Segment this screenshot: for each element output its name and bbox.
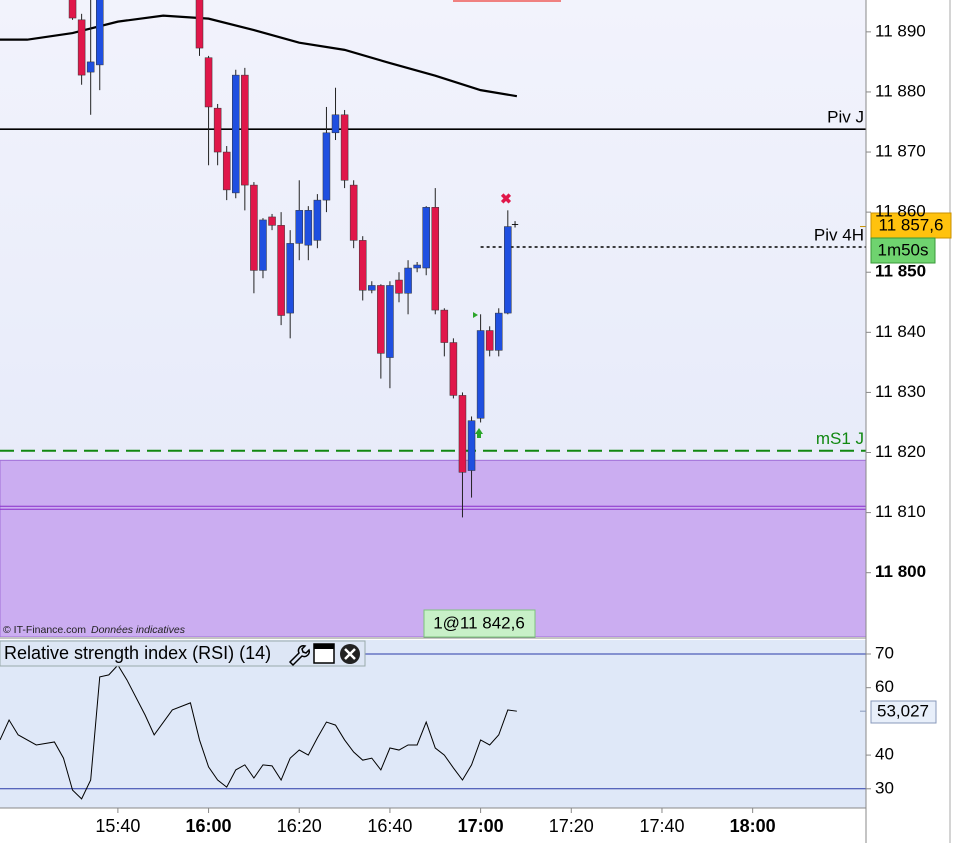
y-tick-label: 11 810 [875,502,926,521]
candle-body [377,285,385,354]
candle-body [86,61,95,73]
candle-body [467,420,476,471]
candle-body [358,240,367,291]
candle-body [232,74,240,194]
candle-body [277,225,285,316]
y-tick-label: 60 [875,677,894,696]
rsi-last-value: 53,027 [877,701,929,720]
candle-body [440,309,449,343]
source: © IT-Finance.com [3,624,86,636]
candle-body [268,216,276,226]
rsi-line [0,664,517,800]
candle-body [340,114,349,181]
x-tick-label: 16:20 [277,816,322,836]
candle-body [313,199,322,241]
candle-body [386,285,394,358]
candle-body [449,342,458,396]
x-tick-label: 16:40 [367,816,412,836]
candle-body [485,330,494,351]
rsi-last-box [870,700,937,724]
x-tick-label: 15:40 [95,816,140,836]
price-plot [0,0,866,637]
candle-body [295,210,303,244]
last-price-box [870,212,952,239]
moving-average [0,14,518,98]
candle-body [286,243,294,314]
entry-arrow [475,428,483,438]
x-tick-label: 17:20 [549,816,594,836]
x-tick-label: 18:00 [730,816,776,836]
level-label: Piv 4H [814,225,864,244]
y-tick-label: 11 890 [875,21,926,40]
rsi-pane [0,640,866,808]
order-label: 1@11 842,6 [433,613,525,632]
rsi-title: Relative strength index (RSI) (14) [4,643,271,663]
y-tick-label: 40 [875,745,894,764]
countdown: 1m50s [877,240,928,259]
order-box [423,609,536,638]
candle-body [95,0,104,66]
candle-body [349,184,358,241]
candle-body [404,267,412,294]
candle-body [504,226,512,314]
candle-body [413,264,421,269]
close-cross[interactable] [344,648,356,660]
level-label: mS1 J [816,429,864,448]
candle-body [431,207,440,311]
x-tick-label: 17:40 [639,816,684,836]
y-tick-label: 11 870 [875,142,926,161]
y-tick-label: 70 [875,643,894,662]
candle-body [422,207,430,269]
x-tick-label: 16:00 [186,816,232,836]
x-tick-label: 17:00 [458,816,504,836]
candle-body [368,285,376,291]
exit-marker: ✖ [500,191,512,207]
maximize-button[interactable] [313,643,335,664]
candle-body [322,132,331,201]
y-tick-label: 30 [875,778,894,797]
last-price: 11 857,6 [879,215,944,234]
marker [453,0,561,2]
wrench-icon[interactable] [288,645,310,667]
candle-body [331,114,340,134]
candle-body [77,19,86,76]
candle-body [213,107,222,153]
overlay: ✖ + [453,0,561,438]
cursor-cross: + [511,216,519,231]
candle-body [304,210,313,246]
candle-body [241,74,249,186]
candle-body [250,184,258,271]
candle-body [195,0,204,49]
settings-button[interactable] [288,645,310,667]
window-bar[interactable] [314,644,334,649]
y-tick-label: 11 830 [875,382,926,401]
note: Données indicatives [91,624,186,636]
candle-body [458,395,467,473]
candle-body [222,151,231,191]
candle-body [259,219,267,271]
close-button[interactable] [340,644,360,664]
candle-body [476,330,485,419]
y-tick-label: 11 860 [875,202,926,221]
y-tick-label: 11 800 [875,562,926,581]
y-tick-label: 11 840 [875,322,926,341]
y-tick-label: 11 820 [875,442,926,461]
candle-body [68,0,77,19]
marker [473,312,478,318]
candle-body [395,279,403,294]
level-label: Piv J [827,108,864,127]
y-tick-label: 11 850 [875,262,926,281]
candle-body [494,312,503,351]
countdown-box [870,237,936,264]
zone [0,459,866,637]
candle-body [204,57,213,108]
y-tick-label: 11 880 [875,81,926,100]
